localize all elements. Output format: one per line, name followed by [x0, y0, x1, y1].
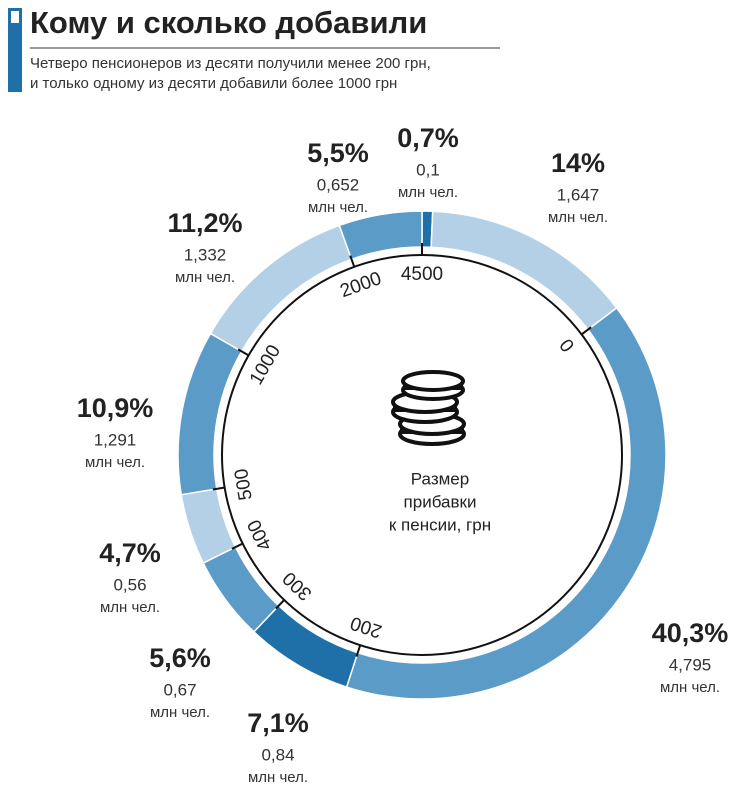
- people-label: 1,647: [557, 185, 600, 204]
- people-label: 4,795: [669, 655, 712, 674]
- people-label: 0,1: [416, 160, 440, 179]
- scale-label: 300: [279, 567, 316, 604]
- center-label: Размер: [411, 469, 469, 488]
- scale-tick: [349, 255, 356, 268]
- percent-label: 7,1%: [247, 708, 309, 738]
- unit-label: млн чел.: [398, 184, 458, 201]
- scale-label: 400: [244, 516, 277, 554]
- scale-label: 500: [231, 467, 257, 502]
- scale-label: 0: [554, 336, 577, 357]
- percent-label: 5,6%: [149, 643, 211, 673]
- scale-tick: [355, 644, 362, 657]
- percent-label: 14%: [551, 148, 605, 178]
- donut-segment: [430, 210, 618, 331]
- unit-label: млн чел.: [150, 704, 210, 721]
- center-label: прибавки: [404, 492, 477, 511]
- scale-tick: [237, 348, 250, 357]
- people-label: 0,84: [261, 745, 294, 764]
- percent-label: 40,3%: [652, 618, 729, 648]
- scale-tick: [212, 486, 225, 491]
- people-label: 0,56: [113, 575, 146, 594]
- chart-title: Кому и сколько добавили: [30, 5, 427, 40]
- percent-label: 10,9%: [77, 393, 154, 423]
- percent-label: 4,7%: [99, 538, 161, 568]
- donut-segment: [209, 224, 353, 353]
- unit-label: млн чел.: [175, 269, 235, 286]
- percent-label: 11,2%: [167, 208, 242, 238]
- unit-label: млн чел.: [100, 599, 160, 616]
- scale-tick: [231, 542, 244, 550]
- people-label: 0,67: [163, 680, 196, 699]
- scale-label: 4500: [401, 264, 443, 285]
- people-label: 0,652: [317, 175, 360, 194]
- people-label: 1,332: [184, 245, 227, 264]
- subtitle: Четверо пенсионеров из десяти получили м…: [30, 55, 431, 72]
- title-marker-notch: [11, 11, 19, 23]
- scale-circle: [221, 254, 623, 656]
- coins-icon: [391, 370, 466, 446]
- unit-label: млн чел.: [85, 454, 145, 471]
- donut-segment: [338, 210, 423, 261]
- scale-label: 2000: [337, 268, 384, 302]
- scale-label: 200: [348, 612, 385, 642]
- unit-label: млн чел.: [660, 679, 720, 696]
- scale-tick: [580, 326, 592, 336]
- subtitle: и только одному из десяти добавили более…: [30, 75, 397, 92]
- center-label: к пенсии, грн: [389, 515, 491, 534]
- donut-segment: [345, 306, 667, 700]
- percent-label: 5,5%: [307, 138, 369, 168]
- percent-label: 0,7%: [397, 123, 459, 153]
- unit-label: млн чел.: [248, 769, 308, 786]
- unit-label: млн чел.: [548, 209, 608, 226]
- unit-label: млн чел.: [308, 199, 368, 216]
- people-label: 1,291: [94, 430, 137, 449]
- title-marker: [8, 8, 22, 92]
- scale-tick: [275, 599, 285, 610]
